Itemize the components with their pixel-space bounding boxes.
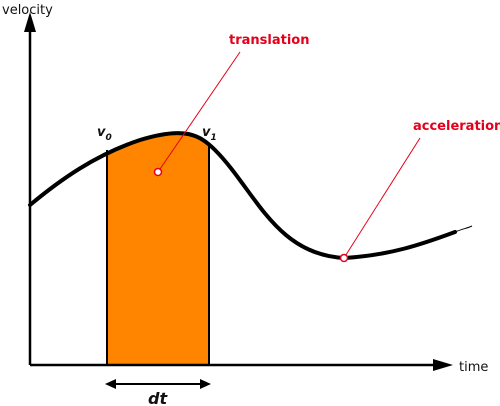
dt-left-arrow-icon	[105, 379, 116, 389]
velocity-curve-tail	[454, 225, 473, 233]
acceleration-label: acceleration	[413, 119, 500, 134]
x-axis-label: time	[459, 360, 488, 375]
translation-callout-line	[157, 51, 241, 173]
velocity-curve	[28, 131, 457, 261]
acceleration-callout-line	[343, 137, 421, 259]
translation-label: translation	[229, 33, 309, 48]
x-axis-arrow-icon	[433, 359, 453, 371]
translation-point	[153, 167, 163, 177]
acceleration-point	[339, 253, 349, 263]
v0-label: v0	[97, 125, 112, 143]
area-under-curve	[107, 133, 209, 365]
v1-label: v1	[202, 125, 217, 143]
y-axis-arrow-icon	[24, 12, 36, 32]
dt-label: dt	[148, 389, 168, 406]
dt-right-arrow-icon	[200, 379, 211, 389]
y-axis-label: velocity	[2, 3, 53, 18]
